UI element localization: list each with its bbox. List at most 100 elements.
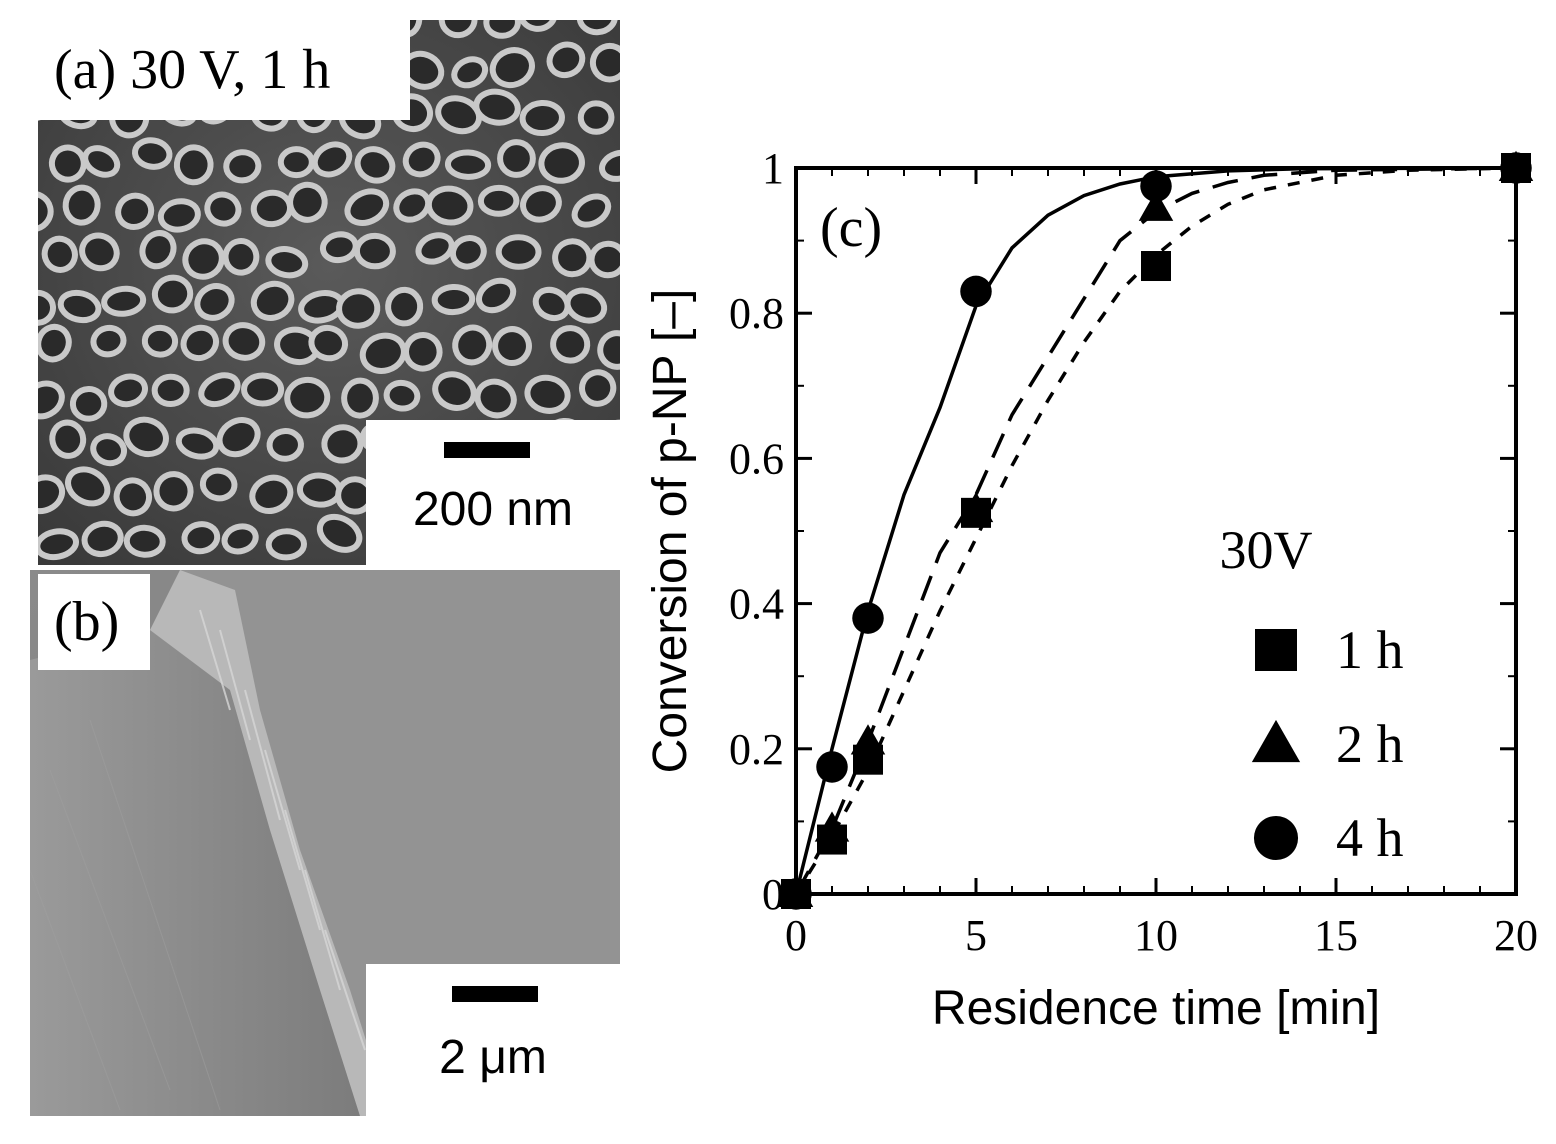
nanotube-pore bbox=[82, 145, 121, 178]
nanotube-pore bbox=[576, 20, 618, 36]
nanotube-pore bbox=[194, 283, 235, 321]
data-point-2h bbox=[814, 811, 850, 842]
cross-section-micrograph bbox=[30, 570, 620, 1116]
legend-marker-2h bbox=[1251, 719, 1301, 763]
nanotube-pore bbox=[287, 181, 328, 223]
nanotube-pore bbox=[277, 146, 315, 179]
nanotube-pore bbox=[431, 283, 476, 316]
legend-label: 2 h bbox=[1336, 714, 1404, 774]
nanotube-pore bbox=[517, 20, 558, 32]
data-point-1h bbox=[1141, 251, 1171, 282]
nanotube-pore bbox=[393, 188, 432, 223]
panel-b-label: (b) bbox=[38, 574, 150, 670]
nanotube-pore bbox=[65, 466, 111, 507]
scale-bar-b bbox=[452, 986, 538, 1002]
nanotube-pore bbox=[473, 88, 521, 126]
nanotube-pore bbox=[341, 377, 379, 419]
nanotube-pore bbox=[250, 280, 295, 321]
nanotube-pore bbox=[249, 474, 294, 514]
data-point-4h bbox=[960, 275, 992, 308]
nanotube-pore bbox=[435, 95, 483, 135]
scale-box-b: 2 μm bbox=[366, 964, 620, 1116]
data-point-4h bbox=[852, 602, 884, 634]
nanotube-pore bbox=[495, 234, 542, 270]
nanotube-pore bbox=[476, 277, 517, 314]
scale-label-b: 2 μm bbox=[439, 1031, 547, 1084]
nanotube-pore bbox=[432, 371, 477, 411]
nanotube-pore bbox=[359, 332, 407, 374]
nanotube-pore bbox=[588, 240, 620, 279]
y-tick-label: 1 bbox=[762, 144, 784, 193]
nanotube-pore bbox=[69, 386, 108, 422]
y-tick-label: 0 bbox=[762, 870, 784, 919]
nanotube-pore bbox=[123, 416, 169, 458]
nanotube-pore bbox=[101, 285, 147, 317]
nanotube-pore bbox=[108, 373, 148, 408]
data-point-4h bbox=[780, 878, 812, 910]
nanotube-pore bbox=[519, 99, 565, 137]
nanotube-pore bbox=[425, 185, 474, 226]
y-tick-label: 0.8 bbox=[729, 289, 784, 338]
nanotube-pore bbox=[385, 286, 424, 327]
legend: 30V 1 h 2 h 4 h bbox=[1220, 520, 1404, 868]
nanotube-pore bbox=[579, 369, 617, 407]
nanotube-pore bbox=[153, 471, 194, 512]
nanotube-pore bbox=[344, 188, 390, 226]
nanotube-pore bbox=[38, 190, 54, 233]
nanotube-pore bbox=[131, 137, 173, 170]
fit-line-1h bbox=[794, 166, 1517, 895]
nanotube-pore bbox=[444, 149, 492, 180]
nanotube-pore bbox=[402, 141, 441, 178]
data-point-4h bbox=[816, 751, 848, 783]
nanotube-pore bbox=[532, 286, 571, 322]
x-tick-label: 15 bbox=[1314, 911, 1358, 960]
nanotube-pore bbox=[449, 235, 487, 270]
nanotube-pore bbox=[222, 322, 266, 361]
panel-a-label: (a) 30 V, 1 h bbox=[38, 20, 410, 120]
nanotube-pore bbox=[222, 238, 260, 276]
nanotube-pore bbox=[79, 232, 120, 272]
fit-line-4h bbox=[794, 166, 1517, 895]
x-axis-label: Residence time [min] bbox=[932, 982, 1380, 1035]
nanotube-pore bbox=[319, 231, 359, 264]
nanotube-pore bbox=[311, 141, 353, 178]
nanotube-pore bbox=[250, 189, 294, 228]
nanotube-pore bbox=[577, 100, 615, 135]
y-tick-label: 0.4 bbox=[729, 580, 784, 629]
data-point-2h bbox=[850, 724, 886, 755]
nanotube-pore bbox=[204, 191, 242, 227]
nanotube-pore bbox=[336, 288, 381, 329]
x-tick-label: 10 bbox=[1134, 911, 1178, 960]
nanotube-pore bbox=[489, 47, 535, 89]
nanotube-pore bbox=[474, 378, 517, 419]
nanotube-pore bbox=[139, 230, 177, 270]
nanotube-pore bbox=[266, 428, 304, 462]
conversion-chart: 0 5 10 15 20 0 0.2 0.4 0.6 0.8 1 (c) Residence tim… bbox=[644, 144, 1538, 1035]
nanotube-pore bbox=[354, 146, 396, 184]
nanotube-pore bbox=[265, 528, 308, 561]
nanotube-pore bbox=[284, 376, 331, 419]
nanotube-pore bbox=[90, 433, 127, 467]
nanotube-pore bbox=[180, 324, 220, 362]
nanotube-pore bbox=[199, 467, 238, 502]
nanotube-pore bbox=[452, 324, 493, 366]
nanotube-pore bbox=[546, 41, 586, 79]
nanotube-pore bbox=[151, 274, 194, 314]
nanotube-pore bbox=[520, 185, 562, 223]
y-axis-label: Conversion of p-NP [–] bbox=[644, 289, 697, 774]
legend-marker-1h bbox=[1255, 629, 1297, 671]
nanotube-pore bbox=[538, 142, 585, 184]
legend-marker-4h bbox=[1253, 815, 1299, 861]
data-point-4h bbox=[1500, 152, 1532, 184]
nanotube-pore bbox=[564, 287, 608, 324]
nanotube-pore bbox=[113, 477, 153, 517]
nanotube-pore bbox=[589, 42, 620, 83]
nanotube-pore bbox=[115, 192, 155, 231]
nanotube-pore bbox=[550, 325, 591, 364]
nanotube-pore bbox=[524, 374, 571, 414]
scale-box-a: 200 nm bbox=[366, 420, 620, 565]
data-point-2h bbox=[958, 491, 994, 523]
x-tick-label: 0 bbox=[785, 911, 807, 960]
nanotube-pore bbox=[308, 324, 349, 362]
x-tick-label: 5 bbox=[965, 911, 987, 960]
